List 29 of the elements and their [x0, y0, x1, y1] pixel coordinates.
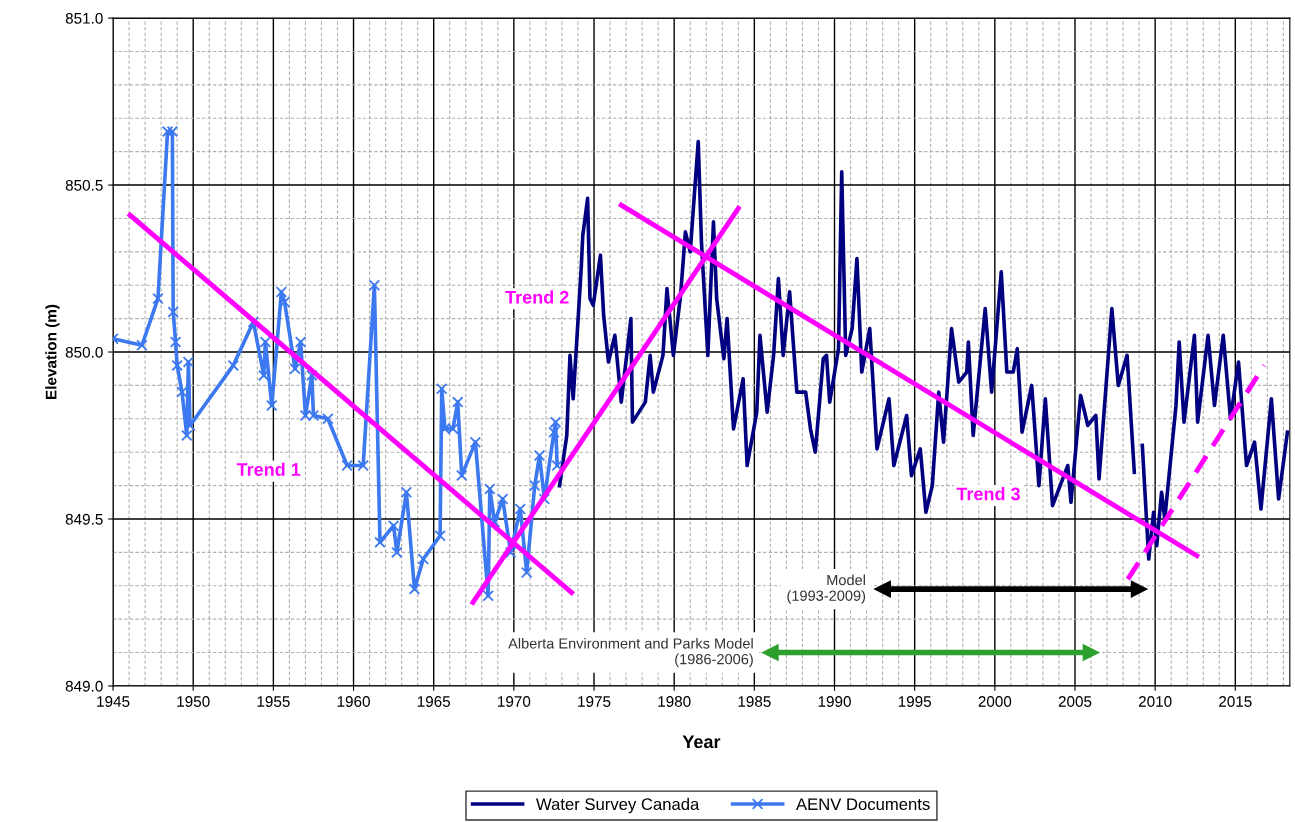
annotation: Trend 1 [236, 462, 301, 476]
y-tick-label: 849.0 [65, 680, 103, 692]
x-tick-label: 2000 [978, 696, 1012, 707]
x-tick-label: 2005 [1058, 696, 1092, 707]
x-tick-label: 1975 [578, 696, 611, 707]
x-tick-label: 1955 [257, 696, 290, 707]
annotation: Trend 2 [505, 290, 569, 304]
y-tick-label: 851.0 [65, 12, 103, 24]
y-axis-title: Elevation (m) [45, 304, 60, 399]
x-tick-label: 2010 [1138, 696, 1172, 707]
x-tick-label: 1945 [97, 696, 130, 707]
annotation: Alberta Environment and Parks Model (1986-2006) [508, 637, 753, 668]
x-tick-label: 1980 [658, 696, 691, 707]
x-tick-label: 1990 [818, 696, 851, 707]
x-tick-label: 1985 [738, 696, 771, 707]
x-tick-label: 1995 [898, 696, 932, 707]
y-tick-label: 850.0 [65, 346, 103, 358]
x-tick-label: 2015 [1219, 696, 1252, 707]
x-axis-title: Year [682, 735, 721, 749]
x-tick-label: 1960 [337, 696, 370, 707]
annotation: Trend 3 [956, 487, 1020, 501]
legend-label: Water Survey Canada [536, 797, 700, 814]
y-tick-label: 850.5 [65, 179, 103, 191]
legend-label: AENV Documents [795, 798, 930, 811]
x-tick-label: 1970 [498, 696, 531, 707]
x-tick-label: 1965 [417, 696, 451, 707]
x-tick-label: 1950 [177, 696, 210, 707]
annotation: Model (1993-2009) [787, 574, 866, 604]
y-tick-label: 849.5 [65, 513, 103, 525]
